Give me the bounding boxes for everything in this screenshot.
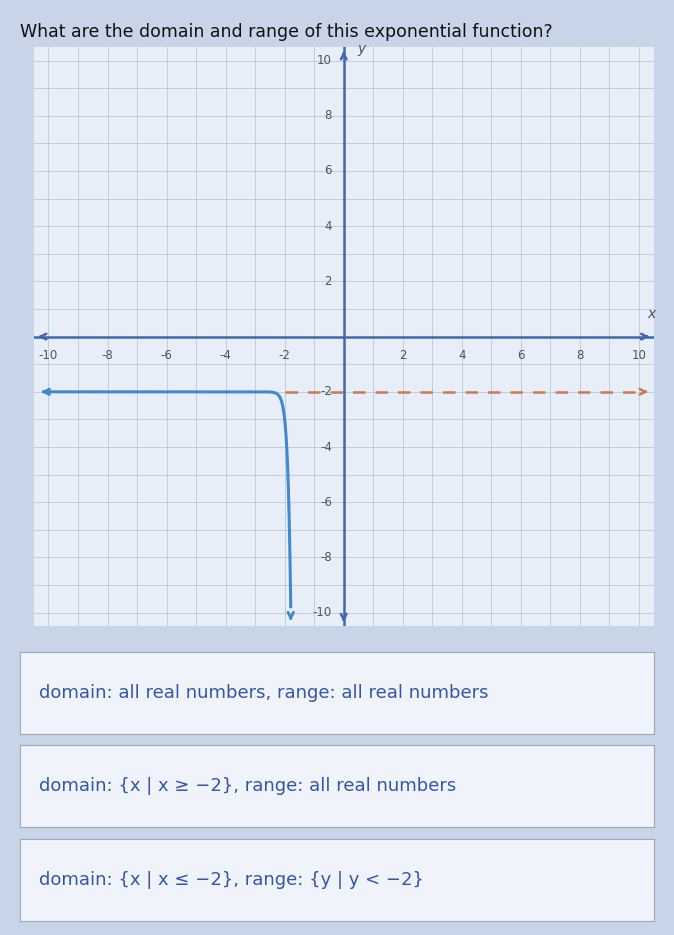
Text: 10: 10 [632, 349, 646, 362]
Text: 2: 2 [399, 349, 406, 362]
Text: -8: -8 [320, 551, 332, 564]
Text: 6: 6 [324, 165, 332, 178]
Text: 4: 4 [458, 349, 466, 362]
Text: What are the domain and range of this exponential function?: What are the domain and range of this ex… [20, 23, 553, 41]
Text: -2: -2 [279, 349, 290, 362]
Text: domain: all real numbers, range: all real numbers: domain: all real numbers, range: all rea… [39, 683, 489, 702]
Text: -8: -8 [102, 349, 113, 362]
Text: 2: 2 [324, 275, 332, 288]
Text: x: x [647, 308, 656, 322]
Text: 4: 4 [324, 220, 332, 233]
Text: -10: -10 [39, 349, 58, 362]
Text: domain: {x | x ≥ −2}, range: all real numbers: domain: {x | x ≥ −2}, range: all real nu… [39, 777, 456, 796]
Text: domain: {x | x ≤ −2}, range: {y | y < −2}: domain: {x | x ≤ −2}, range: {y | y < −2… [39, 870, 424, 889]
Text: y: y [357, 42, 365, 56]
Text: 8: 8 [325, 109, 332, 122]
Text: -4: -4 [320, 440, 332, 453]
Text: 8: 8 [576, 349, 584, 362]
Text: -6: -6 [160, 349, 173, 362]
Text: -6: -6 [320, 496, 332, 509]
Text: -4: -4 [220, 349, 232, 362]
Text: 6: 6 [517, 349, 524, 362]
Text: -2: -2 [320, 385, 332, 398]
Text: 10: 10 [317, 54, 332, 67]
Text: -10: -10 [313, 606, 332, 619]
